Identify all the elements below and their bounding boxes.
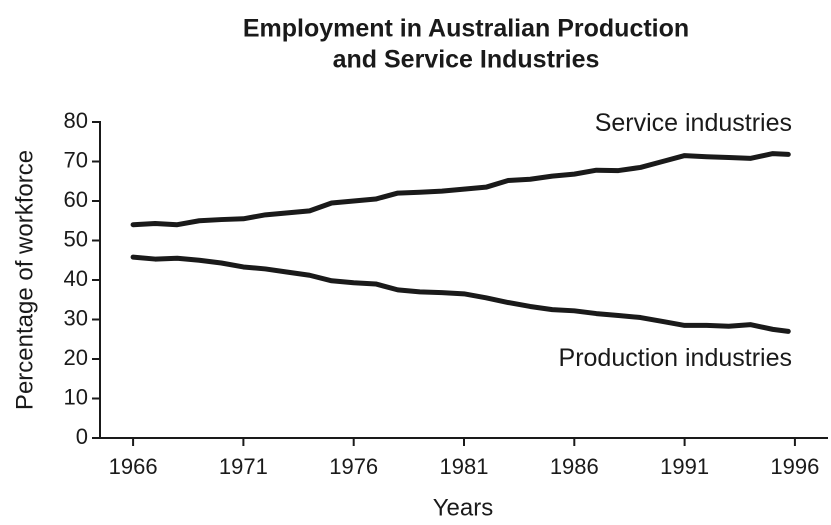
series-label: Production industries bbox=[559, 344, 792, 372]
x-axis-label: Years bbox=[433, 494, 494, 521]
y-axis-label: Percentage of workforce bbox=[11, 150, 38, 410]
y-tick-label: 60 bbox=[64, 187, 88, 212]
x-tick-label: 1981 bbox=[440, 454, 489, 479]
line-series bbox=[130, 254, 791, 334]
x-tick-label: 1976 bbox=[329, 454, 378, 479]
x-tick-label: 1966 bbox=[109, 454, 158, 479]
y-tick-label: 70 bbox=[64, 147, 88, 172]
line-series bbox=[130, 151, 791, 228]
y-tick-label: 30 bbox=[64, 305, 88, 330]
x-tick-label: 1991 bbox=[660, 454, 709, 479]
y-tick-label: 10 bbox=[64, 384, 88, 409]
chart-title: Employment in Australian Production bbox=[243, 15, 689, 43]
y-tick-label: 40 bbox=[64, 266, 88, 291]
y-tick-label: 50 bbox=[64, 226, 88, 251]
y-tick-label: 80 bbox=[64, 108, 88, 133]
x-tick-label: 1971 bbox=[219, 454, 268, 479]
chart-title: and Service Industries bbox=[333, 46, 600, 74]
series-label: Service industries bbox=[595, 109, 792, 137]
x-tick-label: 1996 bbox=[770, 454, 819, 479]
x-tick-label: 1986 bbox=[550, 454, 599, 479]
y-tick-label: 0 bbox=[76, 424, 88, 449]
y-tick-label: 20 bbox=[64, 345, 88, 370]
